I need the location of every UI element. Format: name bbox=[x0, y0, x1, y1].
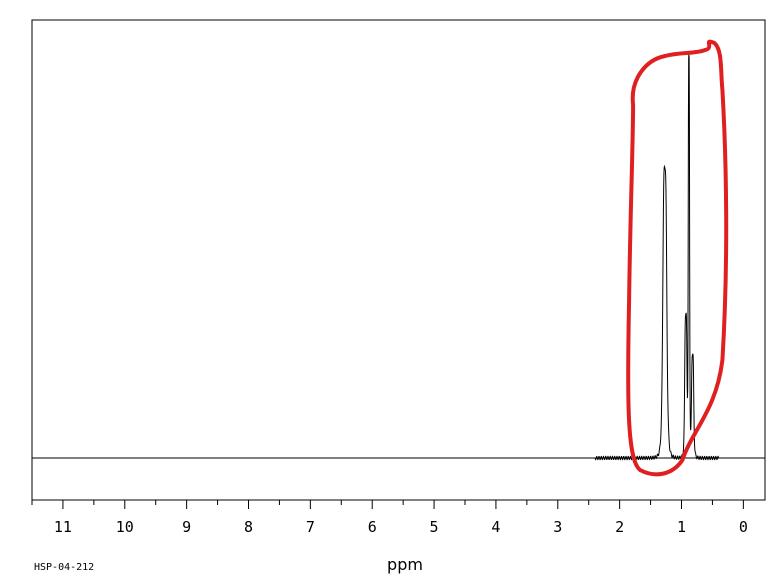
x-tick-label: 3 bbox=[553, 518, 562, 536]
x-axis-label: ppm bbox=[387, 555, 423, 574]
x-axis-ticks bbox=[31, 500, 744, 509]
x-tick-label: 7 bbox=[306, 518, 315, 536]
x-tick-label: 10 bbox=[116, 518, 134, 536]
x-tick-label: 2 bbox=[615, 518, 624, 536]
x-tick-label: 0 bbox=[739, 518, 748, 536]
x-tick-label: 11 bbox=[54, 518, 72, 536]
x-tick-label: 8 bbox=[244, 518, 253, 536]
sample-id-label: HSP-04-212 bbox=[34, 562, 94, 573]
plot-frame bbox=[31, 19, 766, 501]
x-tick-label: 6 bbox=[368, 518, 377, 536]
x-tick-label: 4 bbox=[491, 518, 500, 536]
x-tick-label: 5 bbox=[430, 518, 439, 536]
x-tick-label: 9 bbox=[182, 518, 191, 536]
highlight-outline bbox=[626, 39, 729, 477]
spectrum-trace bbox=[32, 53, 765, 461]
x-axis-tick-labels: 11 10 9 8 7 6 5 4 3 2 1 0 bbox=[54, 518, 748, 536]
x-tick-label: 1 bbox=[677, 518, 686, 536]
